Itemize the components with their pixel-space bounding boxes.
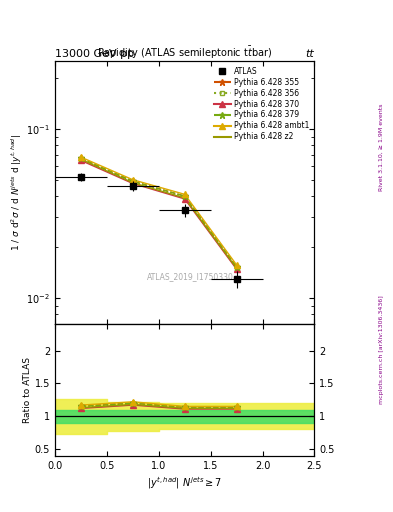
Title: Rapidity (ATLAS semileptonic t$\bar{t}$bar): Rapidity (ATLAS semileptonic t$\bar{t}$b… (97, 45, 272, 61)
Text: Rivet 3.1.10, ≥ 1.9M events: Rivet 3.1.10, ≥ 1.9M events (379, 103, 384, 191)
Text: tt: tt (306, 49, 314, 59)
Text: 13000 GeV pp: 13000 GeV pp (55, 49, 134, 59)
Y-axis label: 1 / $\sigma$ d$^2\sigma$ / d $N^{jets}$ d |$y^{t,had}$|: 1 / $\sigma$ d$^2\sigma$ / d $N^{jets}$ … (9, 134, 24, 251)
Text: mcplots.cern.ch [arXiv:1306.3436]: mcplots.cern.ch [arXiv:1306.3436] (379, 295, 384, 404)
Y-axis label: Ratio to ATLAS: Ratio to ATLAS (23, 357, 32, 423)
Text: ATLAS_2019_I1750330: ATLAS_2019_I1750330 (147, 272, 233, 282)
Legend: ATLAS, Pythia 6.428 355, Pythia 6.428 356, Pythia 6.428 370, Pythia 6.428 379, P: ATLAS, Pythia 6.428 355, Pythia 6.428 35… (211, 63, 312, 144)
X-axis label: |$y^{t,had}$| $N^{jets} \geq 7$: |$y^{t,had}$| $N^{jets} \geq 7$ (147, 475, 222, 490)
